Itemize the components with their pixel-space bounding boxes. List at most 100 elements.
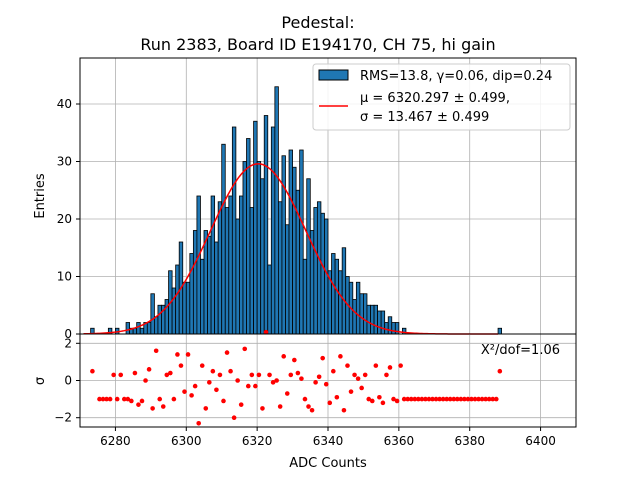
histogram-bar [267,264,272,335]
residual-point [207,380,212,385]
legend-fit-label-sigma: σ = 13.467 ± 0.499 [360,110,489,125]
y-tick-label: −2 [54,411,72,425]
residual-point [309,407,315,413]
residual-point [408,396,414,402]
x-tick-label: 6280 [100,434,131,448]
histogram-bar [242,161,247,335]
residual-point [263,329,269,335]
y-tick-label: 0 [64,327,72,341]
histogram-bar [136,322,141,335]
histogram-bar [391,322,396,335]
histogram-bar [320,212,325,335]
residual-point [426,396,432,402]
x-axis-label: ADC Counts [289,456,367,471]
histogram-bar [363,293,368,335]
residual-point [373,363,379,368]
histogram-bar [285,224,290,335]
residual-point [316,374,322,380]
histogram-bar [203,230,208,335]
residual-point [221,398,226,404]
histogram-bar [263,115,269,335]
histogram-bar [235,218,240,335]
residual-point [423,396,428,402]
chart-title-line2: Run 2383, Board ID E194170, CH 75, hi ga… [140,35,495,54]
residual-point [292,357,297,363]
histogram-bar [331,253,336,335]
histogram-bar [324,218,329,335]
residual-point [114,396,120,402]
histogram-bar [221,143,226,335]
x-tick-label: 6380 [454,434,485,448]
histogram-bar [497,327,502,335]
histogram-bar [228,195,233,335]
residual-point [185,352,191,357]
legend-histogram-label: RMS=13.8, γ=0.06, dip=0.24 [360,69,552,84]
residual-point [238,402,244,407]
histogram-bar [380,310,386,335]
y-tick-label: 30 [57,155,72,169]
residual-point [380,400,386,406]
residual-point [274,378,279,383]
x-axis-ticks: 6280 6300 6320 6340 6360 6380 6400 [100,427,556,448]
histogram-bar [175,264,180,335]
residual-point [295,370,301,376]
residual-point [447,396,453,402]
residual-point [465,396,471,402]
residual-point [362,372,368,378]
y-tick-label: 0 [64,374,72,388]
residual-point [469,396,474,402]
residual-point [235,378,240,383]
residual-point [299,376,304,381]
residual-point [150,406,155,411]
residual-grid [80,334,576,427]
residual-point [331,368,336,374]
x-tick-label: 6300 [171,434,202,448]
y-tick-label: 20 [57,212,72,226]
residual-point [171,396,177,402]
histogram-bar [359,293,364,335]
residual-point [90,368,95,374]
residual-point [405,396,411,402]
residual-point [398,363,403,368]
residual-point [387,365,393,370]
residual-point [323,381,329,387]
histogram-bar [292,166,297,335]
residual-point [199,363,205,368]
histogram-bar [316,201,322,335]
residual-point [458,396,464,402]
residual-point [476,396,481,402]
residual-point [497,368,503,374]
residual-point [136,402,141,407]
residual-point [345,363,350,368]
histogram-bar [341,247,347,335]
residual-point [377,394,382,400]
residual-point [178,363,184,368]
residual-point [260,406,265,411]
residual-point [192,383,198,389]
residual-point [472,396,478,402]
histogram-bar [387,316,393,335]
residual-point [394,398,400,404]
histogram-bar [281,155,286,335]
residual-point [437,396,442,402]
residual-point [160,404,166,409]
histogram-bar [125,322,131,335]
residual-point [253,383,258,389]
residual-point [270,380,276,385]
histogram-bar [274,86,279,335]
histogram-bar [249,207,255,335]
residual-point [341,407,347,413]
residual-point [433,396,439,402]
residual-point [245,383,251,389]
residual-point [153,348,159,354]
residual-point [493,396,499,402]
histogram-bar [334,258,340,335]
residual-point [412,396,418,402]
residual-point [359,385,364,391]
residual-point [111,372,116,378]
residual-point [455,396,460,402]
histogram-bar [377,310,382,335]
residual-point [451,396,457,402]
histogram-bar [171,287,177,335]
